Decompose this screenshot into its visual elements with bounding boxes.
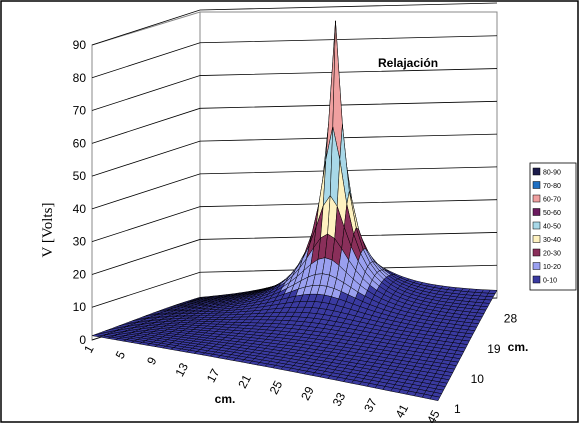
- surface-cell: [429, 395, 441, 401]
- legend-swatch: [532, 235, 541, 243]
- z-tick-label: 1: [454, 402, 461, 416]
- z-tick-labels: 1 10 19 28: [454, 312, 517, 416]
- x-tick-label: 33: [330, 390, 349, 409]
- y-tick-label: 40: [73, 202, 87, 216]
- legend-label: 50-60: [543, 210, 561, 217]
- x-tick-label: 17: [204, 366, 223, 385]
- x-tick-label: 37: [361, 396, 380, 415]
- y-axis-label: V [Volts]: [40, 203, 56, 258]
- legend-label: 60-70: [543, 197, 561, 204]
- y-tick-label: 50: [73, 169, 87, 183]
- x-tick-label: 21: [235, 372, 254, 391]
- gridline: [91, 264, 498, 308]
- chart-title: Relajación: [378, 56, 438, 70]
- x-tick-label: 25: [267, 378, 286, 397]
- z-tick-label: 28: [504, 312, 518, 326]
- gridline: [91, 199, 498, 243]
- legend-swatch: [532, 262, 541, 270]
- legend-label: 20-30: [543, 251, 561, 258]
- x-tick-label: 29: [298, 384, 317, 403]
- legend-label: 70-80: [543, 183, 561, 190]
- legend-swatch: [532, 275, 541, 284]
- y-tick-labels: 0 10 20 30 40 50 60 70 80 90: [73, 38, 87, 347]
- z-tick-label: 10: [471, 372, 485, 386]
- legend: 80-90 70-80 60-70 50-60 40-50 30-40 20-30 10-20…: [529, 162, 577, 291]
- gridline: [91, 133, 498, 177]
- z-axis-label: cm.: [508, 340, 529, 354]
- gridline: [91, 232, 498, 275]
- legend-swatch: [532, 208, 541, 216]
- y-tick-label: 80: [73, 71, 87, 85]
- gridline: [91, 166, 498, 210]
- y-tick-label: 0: [79, 333, 86, 347]
- y-tick-label: 90: [73, 38, 87, 52]
- legend-label: 10-20: [543, 264, 561, 271]
- wall-gridlines: [91, 2, 498, 341]
- y-tick-label: 30: [73, 235, 87, 249]
- surface-mesh: [91, 20, 498, 401]
- legend-label: 30-40: [543, 237, 561, 244]
- legend-swatch: [532, 181, 541, 189]
- legend-swatch: [532, 194, 541, 203]
- x-tick-label: 41: [393, 402, 412, 421]
- z-tick-label: 19: [487, 342, 501, 356]
- legend-swatch: [532, 221, 541, 230]
- legend-swatch: [532, 248, 541, 257]
- legend-swatch: [532, 167, 541, 176]
- gridline: [91, 2, 498, 46]
- y-tick-label: 10: [73, 300, 87, 314]
- legend-label: 40-50: [543, 224, 561, 231]
- x-tick-label: 13: [172, 360, 191, 379]
- y-tick-label: 70: [73, 104, 87, 118]
- gridline: [91, 35, 498, 79]
- legend-label: 0-10: [543, 278, 557, 285]
- y-tick-label: 20: [73, 267, 87, 281]
- y-tick-label: 60: [73, 136, 87, 150]
- x-axis-label: cm.: [215, 392, 236, 406]
- gridline: [91, 68, 498, 111]
- gridline: [91, 100, 498, 144]
- legend-label: 80-90: [543, 170, 561, 177]
